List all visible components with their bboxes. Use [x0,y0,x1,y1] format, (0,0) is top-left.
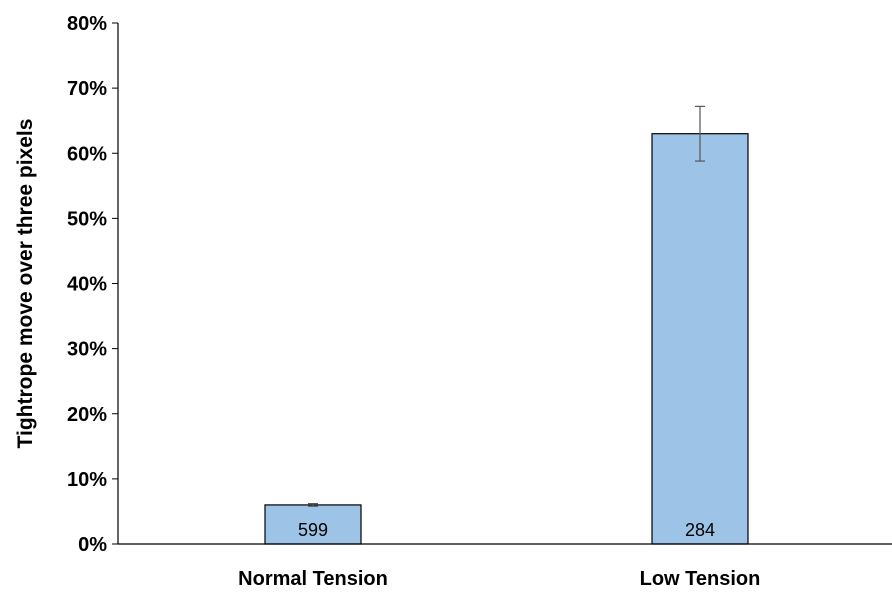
x-tick-label: Normal Tension [238,568,388,589]
bar-count-label: 284 [685,520,715,540]
y-tick-label: 0% [78,534,107,556]
y-tick-labels: 0% 10% 20% 30% 40% 50% 60% 70% 80% [67,13,118,556]
x-tick-labels: Normal Tension Low Tension [238,568,761,590]
y-tick-label: 40% [67,274,107,296]
y-axis-label: Tightrope move over three pixels [14,119,37,449]
plot-area: 599 284 [117,23,892,545]
bar [651,133,749,545]
x-tick-label: Low Tension [640,568,761,589]
y-tick-label: 10% [67,469,107,491]
y-tick-label: 50% [67,208,107,230]
y-tick-label: 60% [67,143,107,165]
y-tick-label: 20% [67,404,107,426]
bar [264,504,362,545]
y-tick-label: 70% [67,78,107,100]
y-tick-label: 80% [67,13,107,35]
y-tick-label: 30% [67,339,107,361]
bar-count-label: 599 [298,520,328,540]
